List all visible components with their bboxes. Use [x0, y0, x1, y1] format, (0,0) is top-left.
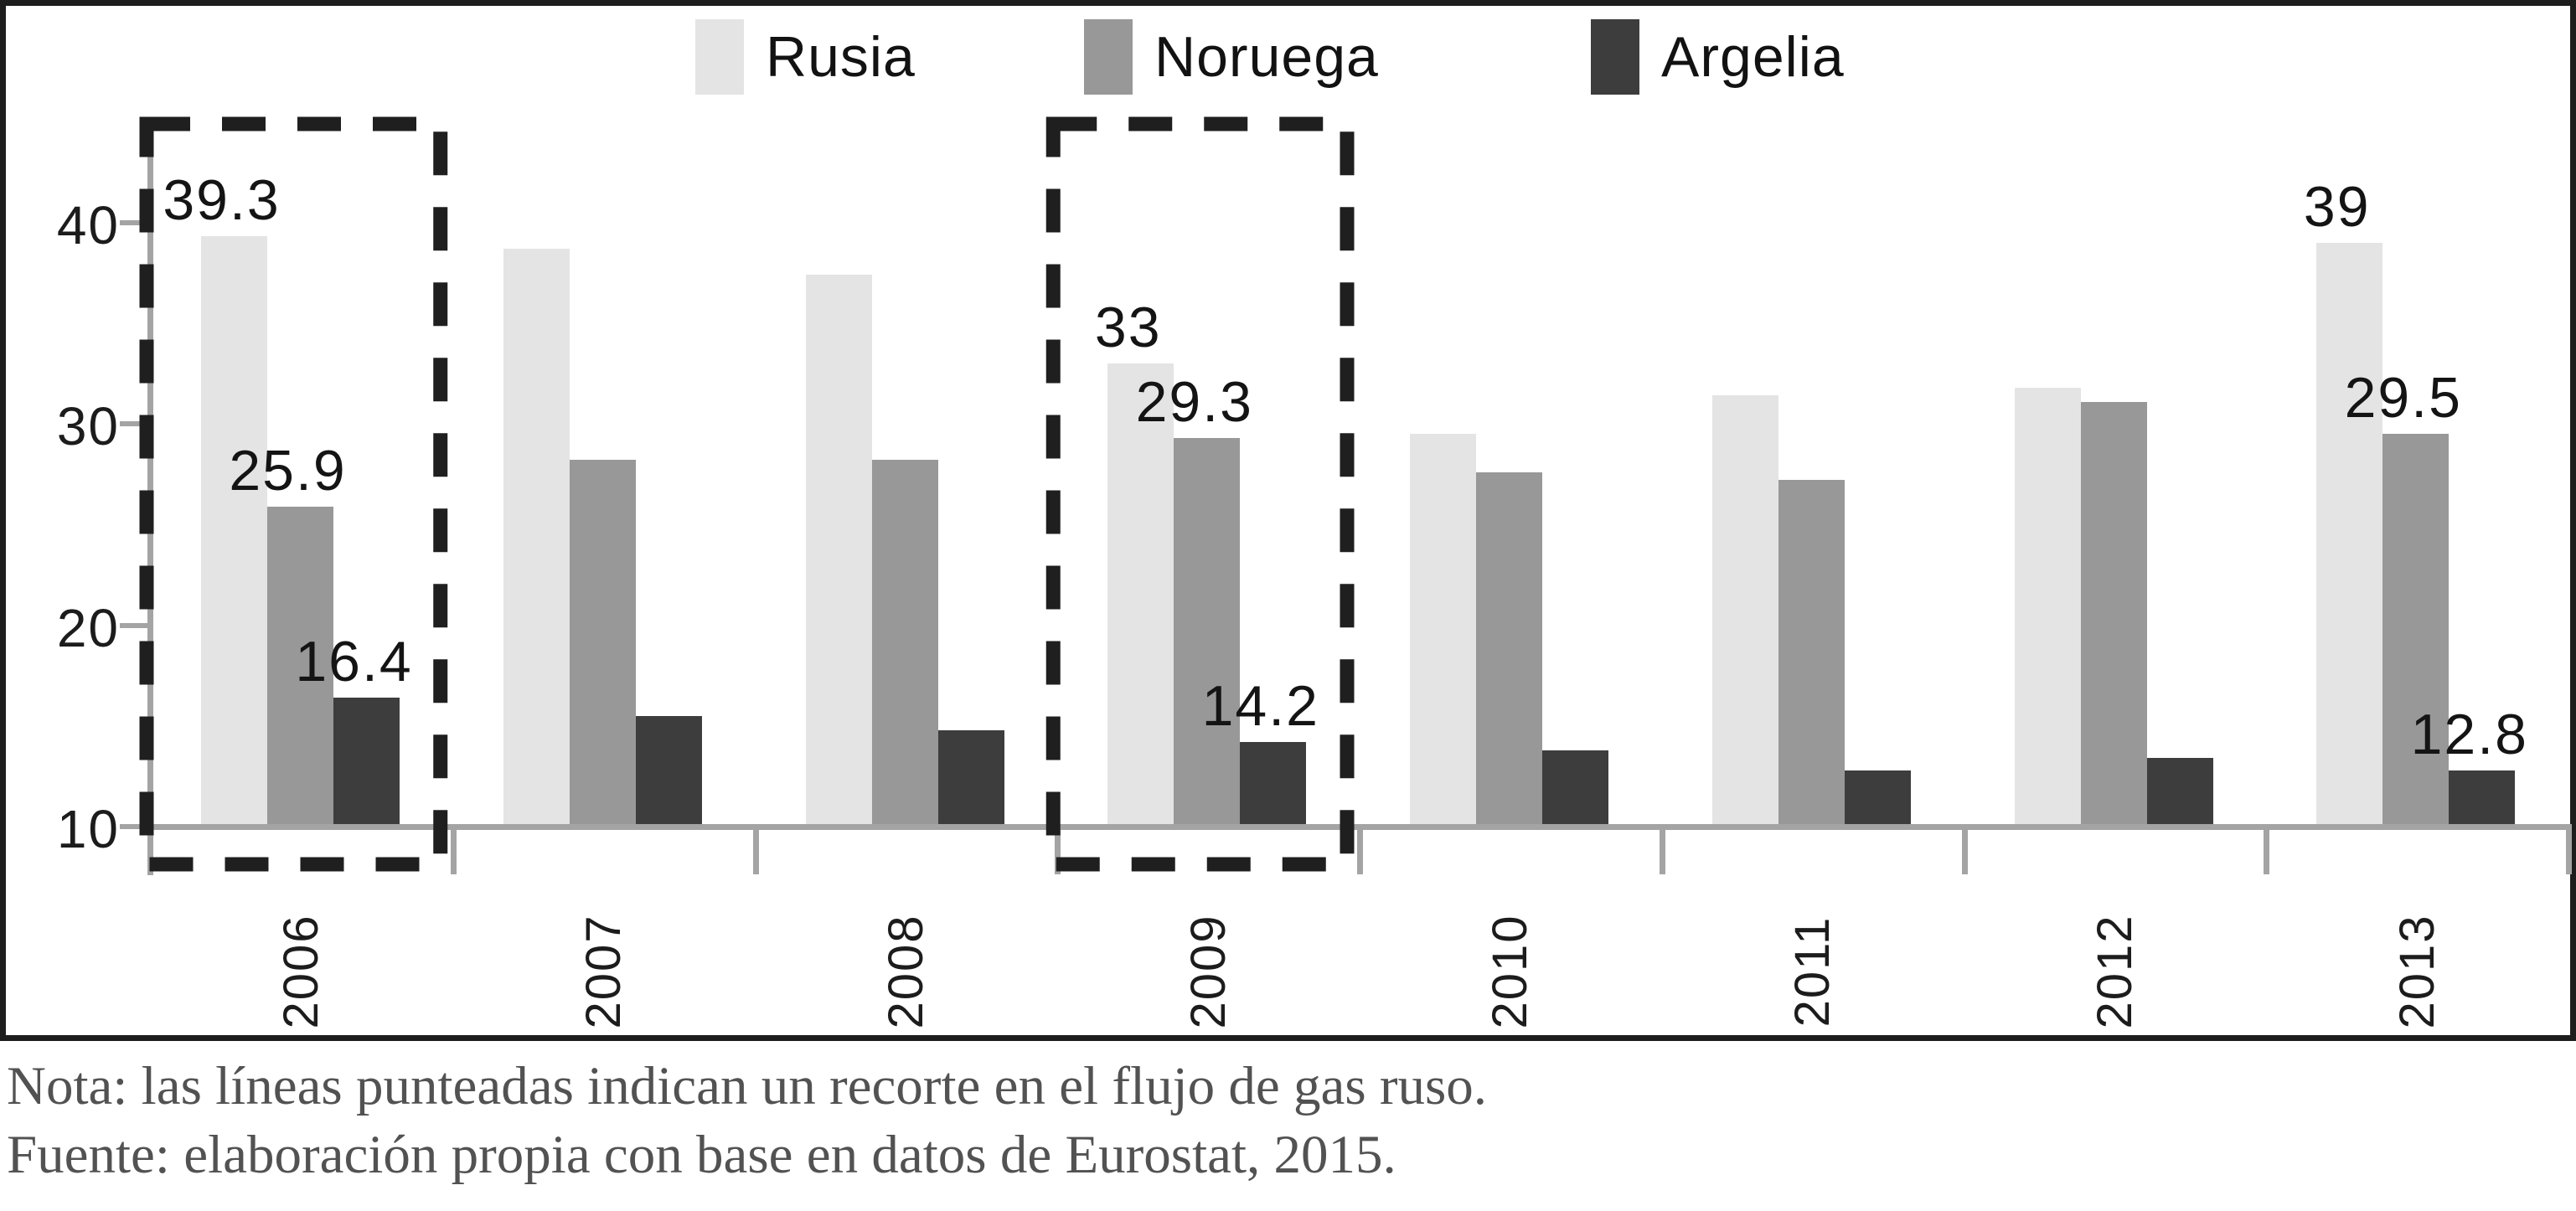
bar-noruega-2012: [2080, 401, 2147, 827]
x-axis-year-label-2011: 2011: [1785, 915, 1840, 1028]
y-tick-mark: [120, 824, 147, 829]
bar-argelia-2011: [1844, 770, 1911, 827]
y-tick-label: 10: [56, 799, 120, 859]
x-axis-year-label-2006: 2006: [274, 914, 329, 1029]
legend-label: Rusia: [766, 25, 916, 89]
x-tick-mark: [450, 827, 457, 874]
x-axis-line-overlay: [147, 824, 2572, 830]
bar-rusia-2011: [1711, 395, 1778, 827]
bar-argelia-2007: [635, 715, 702, 827]
bar-label-noruega-2006: 25.9: [229, 438, 347, 502]
bar-noruega-2007: [569, 460, 636, 827]
x-axis-year-label-2008: 2008: [878, 914, 933, 1029]
bar-noruega-2011: [1778, 480, 1845, 827]
bar-argelia-2008: [937, 729, 1004, 827]
legend-item-rusia: Rusia: [695, 19, 916, 95]
x-tick-mark: [752, 827, 759, 874]
legend-swatch-noruega: [1084, 19, 1133, 95]
bar-label-rusia-2006: 39.3: [163, 168, 281, 233]
legend-label: Argelia: [1661, 25, 1845, 89]
bar-label-rusia-2013: 39: [2303, 174, 2371, 239]
x-axis-year-label-2007: 2007: [576, 914, 632, 1029]
y-tick-mark: [120, 622, 147, 628]
x-tick-mark: [1357, 827, 1363, 874]
x-tick-mark: [2566, 827, 2572, 874]
bar-rusia-2008: [805, 275, 872, 827]
y-axis-line: [147, 127, 153, 875]
x-axis-year-label-2012: 2012: [2087, 914, 2142, 1029]
legend-swatch-rusia: [695, 19, 744, 95]
y-tick-label: 30: [56, 396, 120, 456]
source-note: Nota: las líneas punteadas indican un re…: [7, 1052, 1487, 1189]
bar-argelia-2013: [2449, 770, 2516, 827]
legend-item-noruega: Noruega: [1084, 19, 1379, 95]
y-tick-label: 20: [56, 597, 120, 658]
bar-noruega-2013: [2382, 434, 2450, 827]
bar-label-rusia-2009: 33: [1094, 295, 1162, 359]
fuente-line: Fuente: elaboración propia con base en d…: [7, 1125, 1396, 1185]
bar-rusia-2013: [2316, 242, 2383, 827]
bar-label-argelia-2009: 14.2: [1201, 673, 1319, 738]
bar-label-noruega-2013: 29.5: [2344, 366, 2462, 430]
x-axis-year-label-2009: 2009: [1180, 914, 1236, 1029]
legend-swatch-argelia: [1591, 19, 1639, 95]
bar-noruega-2008: [871, 460, 938, 827]
x-axis-year-label-2010: 2010: [1483, 914, 1538, 1029]
y-tick-mark: [120, 219, 147, 225]
bar-argelia-2010: [1542, 750, 1608, 827]
x-tick-mark: [1055, 827, 1061, 874]
x-tick-mark: [1961, 827, 1968, 874]
bar-rusia-2007: [503, 248, 570, 827]
bar-noruega-2009: [1174, 437, 1241, 827]
bar-argelia-2012: [2146, 758, 2213, 827]
x-tick-mark: [1659, 827, 1665, 874]
note-line: Nota: las líneas punteadas indican un re…: [7, 1056, 1488, 1116]
chart-frame: Rusia Noruega Argelia 40 30 20 10 39.3 33 39 25.9 2…: [0, 0, 2576, 1041]
y-tick-mark: [120, 421, 147, 426]
bar-rusia-2010: [1410, 434, 1476, 827]
bar-rusia-2006: [201, 236, 267, 827]
bar-label-noruega-2009: 29.3: [1135, 369, 1253, 434]
bar-rusia-2012: [2014, 387, 2081, 827]
legend-label: Noruega: [1154, 25, 1379, 89]
x-tick-mark: [2264, 827, 2270, 874]
bar-label-argelia-2013: 12.8: [2410, 702, 2528, 766]
bar-argelia-2009: [1240, 741, 1307, 827]
bar-label-argelia-2006: 16.4: [295, 630, 413, 694]
y-tick-label: 40: [56, 194, 120, 255]
bar-argelia-2006: [333, 698, 400, 827]
bar-noruega-2010: [1476, 472, 1542, 827]
legend-item-argelia: Argelia: [1591, 19, 1845, 95]
x-axis-year-label-2013: 2013: [2389, 914, 2444, 1029]
